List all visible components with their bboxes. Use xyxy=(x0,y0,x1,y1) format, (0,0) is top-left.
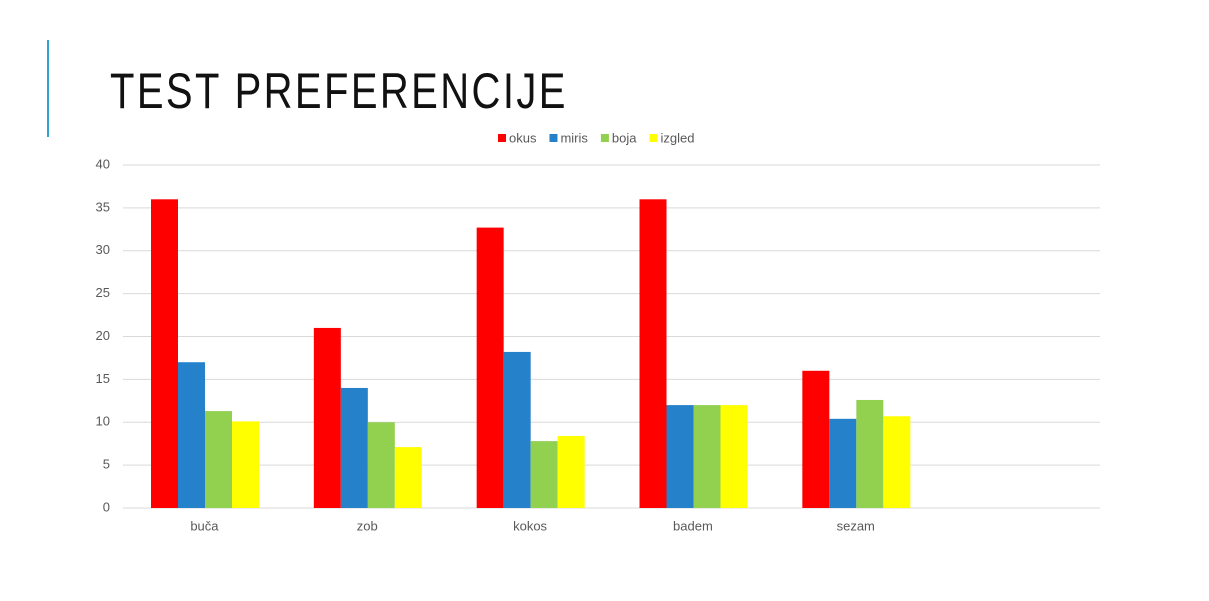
y-tick-label: 10 xyxy=(96,414,110,429)
bar xyxy=(476,227,504,508)
bar xyxy=(232,421,259,508)
y-tick-label: 5 xyxy=(103,457,110,472)
legend-label: izgled xyxy=(660,130,694,145)
bar xyxy=(503,351,531,508)
y-tick-label: 25 xyxy=(96,285,110,300)
bar xyxy=(313,327,341,508)
bar xyxy=(394,447,422,508)
x-tick-label: kokos xyxy=(513,518,547,533)
x-tick-label: buča xyxy=(190,518,219,533)
legend-swatch xyxy=(649,134,658,142)
legend-label: boja xyxy=(612,130,637,145)
bar xyxy=(883,416,911,508)
y-tick-label: 0 xyxy=(103,499,110,514)
bar xyxy=(530,441,558,508)
bar xyxy=(340,387,368,508)
bar xyxy=(178,362,205,508)
y-tick-label: 30 xyxy=(96,242,110,257)
bar xyxy=(856,399,884,508)
bar xyxy=(151,199,178,509)
x-tick-label: zob xyxy=(357,518,378,533)
chart-title: TEST PREFERENCIJE xyxy=(110,63,568,119)
y-tick-label: 35 xyxy=(96,199,110,214)
bar xyxy=(693,405,721,508)
y-tick-label: 40 xyxy=(96,156,110,171)
bar xyxy=(557,435,585,508)
bar xyxy=(666,405,694,508)
bar xyxy=(802,370,830,508)
y-tick-label: 20 xyxy=(96,328,110,343)
x-tick-label: sezam xyxy=(837,518,875,533)
legend-swatch xyxy=(600,134,609,142)
bar xyxy=(205,411,232,508)
legend-swatch xyxy=(498,134,506,142)
y-tick-label: 15 xyxy=(96,371,110,386)
x-tick-label: badem xyxy=(673,518,713,533)
bar xyxy=(367,422,395,508)
legend-swatch xyxy=(549,134,558,142)
bar xyxy=(639,199,667,509)
bar xyxy=(829,418,857,508)
legend-label: okus xyxy=(509,130,537,145)
bar xyxy=(720,405,748,508)
legend-label: miris xyxy=(560,130,588,145)
